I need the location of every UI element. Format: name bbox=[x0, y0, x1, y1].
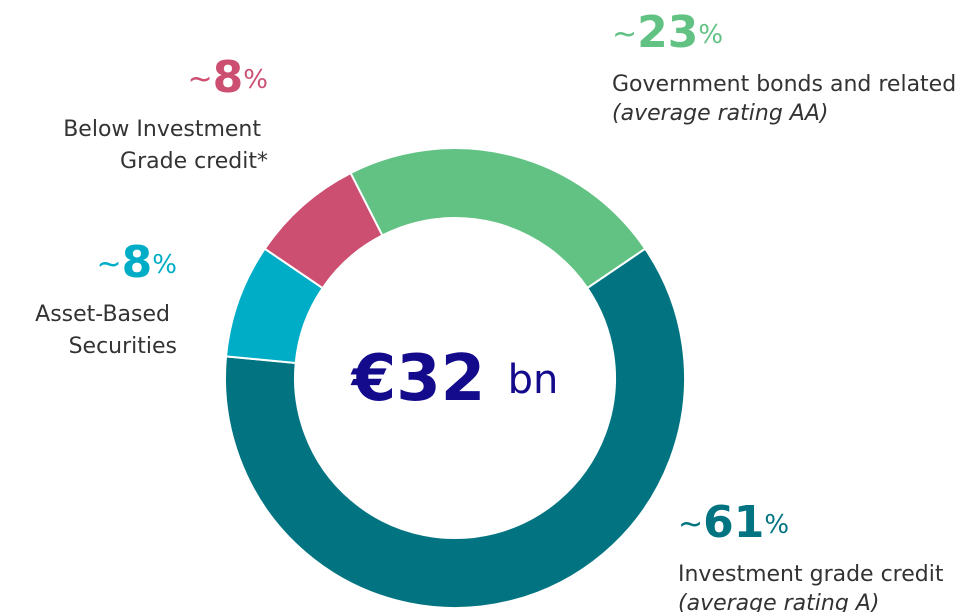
category-label: Government bonds and related bbox=[612, 72, 956, 97]
donut-segment bbox=[349, 147, 647, 290]
category-label: Asset-Based Securities bbox=[35, 302, 177, 359]
value-label: ~8% bbox=[97, 237, 177, 288]
value-label: ~23% bbox=[612, 7, 723, 58]
donut-segment bbox=[224, 247, 686, 609]
value-label: ~61% bbox=[678, 497, 789, 548]
category-note: (average rating AA) bbox=[612, 101, 829, 126]
donut-segment bbox=[263, 171, 384, 290]
category-label: Investment grade credit bbox=[678, 562, 944, 587]
category-note: (average rating A) bbox=[678, 591, 879, 612]
category-label: Below Investment Grade credit* bbox=[63, 117, 268, 174]
center-label: €32 bn bbox=[350, 342, 559, 416]
value-label: ~8% bbox=[188, 52, 268, 103]
